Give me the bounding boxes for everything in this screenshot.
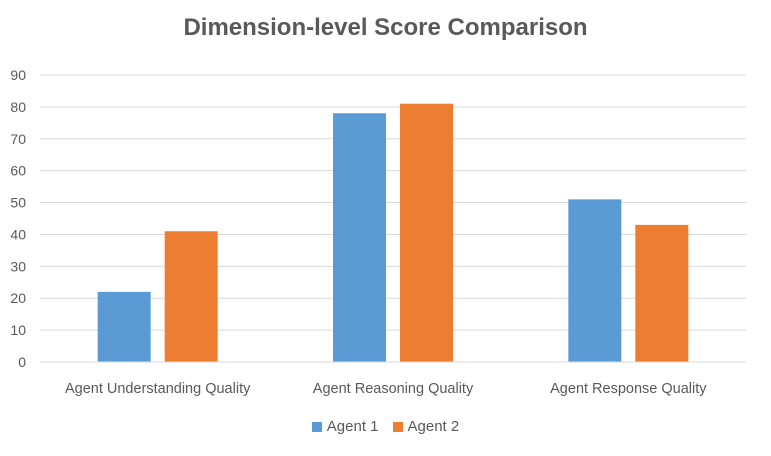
y-axis-ticks: 0 10 20 30 40 50 60 70 80 90 xyxy=(10,67,26,370)
x-tick-label: Agent Reasoning Quality xyxy=(313,381,474,397)
y-tick-label: 30 xyxy=(10,258,26,274)
y-tick-label: 10 xyxy=(10,322,26,338)
bar-series-1-category-3 xyxy=(568,199,622,362)
y-tick-label: 80 xyxy=(10,99,26,115)
legend-label-series-2: Agent 2 xyxy=(407,418,460,435)
y-tick-label: 0 xyxy=(18,354,26,370)
bars xyxy=(97,103,689,363)
gridlines xyxy=(40,74,746,331)
chart-title: Dimension-level Score Comparison xyxy=(183,14,588,41)
x-tick-label: Agent Response Quality xyxy=(550,381,707,397)
y-tick-label: 70 xyxy=(10,131,26,147)
y-tick-label: 60 xyxy=(10,163,26,179)
y-tick-label: 40 xyxy=(10,226,26,242)
bar-series-1-category-1 xyxy=(97,291,151,362)
y-tick-label: 50 xyxy=(10,195,26,211)
legend-swatch-series-1 xyxy=(311,421,322,432)
y-tick-label: 90 xyxy=(10,67,26,83)
x-tick-label: Agent Understanding Quality xyxy=(65,381,251,397)
y-tick-label: 20 xyxy=(10,290,26,306)
bar-series-2-category-1 xyxy=(164,231,218,362)
legend-label-series-1: Agent 1 xyxy=(326,418,379,435)
bar-series-2-category-3 xyxy=(635,224,689,362)
legend-swatch-series-2 xyxy=(392,421,403,432)
bar-series-1-category-2 xyxy=(333,113,386,363)
legend-item-series-2: Agent 2 xyxy=(392,418,460,435)
bar-series-2-category-2 xyxy=(400,103,453,362)
x-axis-ticks: Agent Understanding Quality Agent Reasoni… xyxy=(65,381,707,397)
legend-item-series-1: Agent 1 xyxy=(311,418,379,435)
legend: Agent 1 Agent 2 xyxy=(0,418,771,435)
